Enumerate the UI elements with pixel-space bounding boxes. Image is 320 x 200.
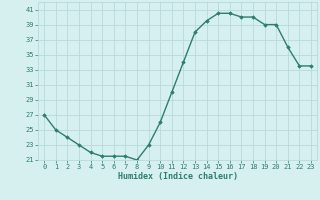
X-axis label: Humidex (Indice chaleur): Humidex (Indice chaleur) [118,172,238,181]
